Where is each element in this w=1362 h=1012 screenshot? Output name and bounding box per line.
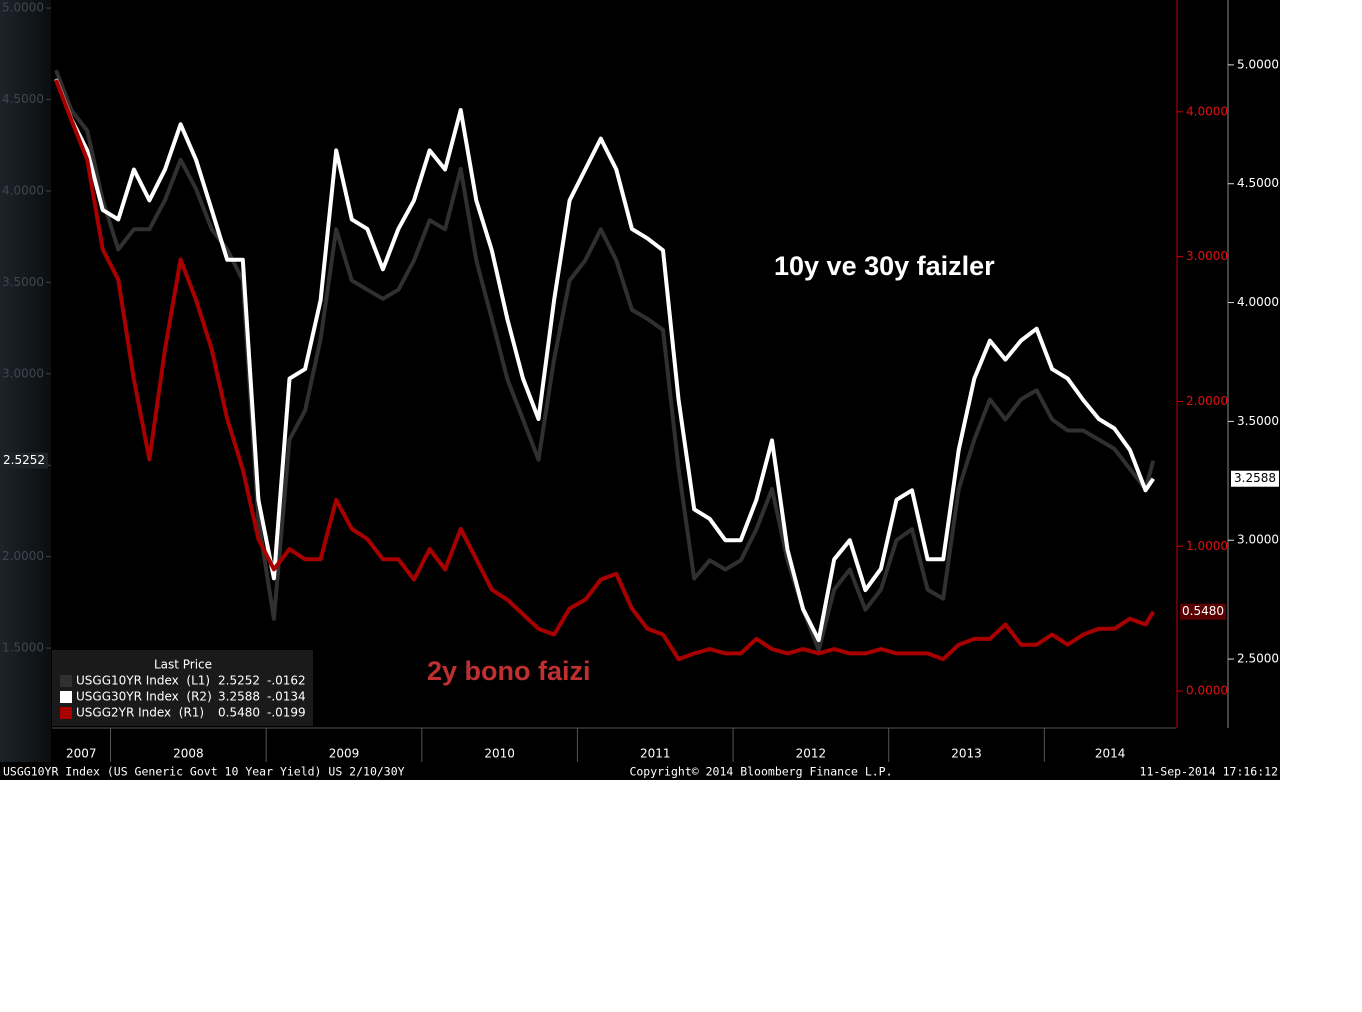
x-tick-label: 2011	[640, 747, 671, 761]
x-tick-label: 2014	[1095, 747, 1126, 761]
y3-tick-label: 4.5000	[1237, 176, 1279, 190]
y2-tick-label: 0.0000	[1186, 684, 1228, 698]
y-tick-label: 3.5000	[2, 275, 44, 289]
series-line	[54, 79, 1156, 662]
legend-label: USGG30YR Index (R2)	[76, 690, 212, 704]
last-price-flag	[0, 452, 48, 469]
y-tick-label: 4.5000	[2, 92, 44, 106]
x-tick-label: 2010	[484, 747, 515, 761]
y2-tick-label: 2.0000	[1186, 394, 1228, 408]
legend-box	[52, 650, 313, 726]
y3-tick-label: 4.0000	[1237, 295, 1279, 309]
y-tick-label: 4.0000	[2, 183, 44, 197]
footer-left: USGG10YR Index (US Generic Govt 10 Year …	[3, 765, 405, 779]
legend: Last Price USGG10YR Index (L1) 2.5252 -.01…	[52, 650, 313, 726]
legend-change: -.0199	[267, 706, 306, 720]
legend-swatch	[60, 707, 72, 719]
y-tick-label: 1.5000	[2, 641, 44, 655]
y3-tick-label: 5.0000	[1237, 57, 1279, 71]
legend-title: Last Price	[154, 658, 212, 672]
footer-center: Copyright© 2014 Bloomberg Finance L.P.	[629, 765, 892, 779]
x-tick-label: 2013	[951, 747, 982, 761]
x-tick-label: 2007	[66, 747, 97, 761]
legend-swatch	[60, 691, 72, 703]
y3-tick-label: 2.5000	[1237, 652, 1279, 666]
y2-tick-label: 4.0000	[1186, 104, 1228, 118]
x-tick-label: 2009	[329, 747, 360, 761]
series-line	[54, 69, 1156, 652]
footer-right: 11-Sep-2014 17:16:12	[1140, 765, 1278, 779]
legend-change: -.0134	[267, 690, 306, 704]
legend-swatch	[60, 675, 72, 687]
left-axis-panel	[0, 0, 51, 762]
y-tick-label: 2.0000	[2, 549, 44, 563]
y2-tick-label: 1.0000	[1186, 539, 1228, 553]
y2-tick-label: 3.0000	[1186, 249, 1228, 263]
legend-label: USGG2YR Index (R1)	[76, 706, 204, 720]
legend-last: 0.5480	[218, 706, 260, 720]
x-tick-label: 2008	[173, 747, 204, 761]
x-tick-label: 2012	[796, 747, 827, 761]
y-tick-label: 3.0000	[2, 366, 44, 380]
legend-change: -.0162	[267, 674, 306, 688]
last-price-label: 2.5252	[3, 453, 45, 467]
last-price-label: 0.5480	[1182, 604, 1224, 618]
y3-tick-label: 3.0000	[1237, 533, 1279, 547]
plot-area	[54, 69, 1156, 662]
legend-last: 2.5252	[218, 674, 260, 688]
legend-label: USGG10YR Index (L1)	[76, 674, 210, 688]
last-price-flag	[1231, 470, 1279, 487]
annotation: 10y ve 30y faizler	[774, 251, 995, 281]
y-tick-label: 5.0000	[2, 1, 44, 15]
last-price-label: 3.2588	[1234, 471, 1276, 485]
y3-tick-label: 3.5000	[1237, 414, 1279, 428]
annotation: 2y bono faizi	[427, 656, 591, 686]
series-line	[54, 78, 1155, 643]
last-price-flag	[1180, 603, 1226, 620]
legend-last: 3.2588	[218, 690, 260, 704]
